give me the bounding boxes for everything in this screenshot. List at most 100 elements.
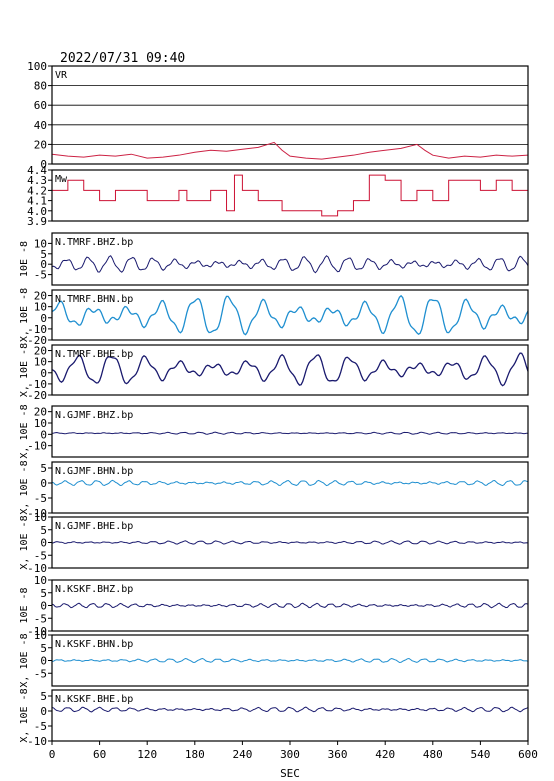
y-tick-label: 20 [34,406,47,419]
x-tick-label: 0 [49,748,56,761]
y-tick-label: 4.4 [27,164,47,177]
y-tick-label: 0 [40,705,47,718]
panel-frame [51,169,529,222]
panel-label: N.GJMF.BHN.bp [55,466,133,477]
y-axis-label: X, 10E -8 [19,633,30,687]
y-tick-label: -20 [27,389,47,402]
y-tick-label: 0 [40,655,47,668]
x-tick-label: 360 [328,748,348,761]
y-tick-label: 5 [40,642,47,655]
panel-frame [51,461,529,514]
panel-label: N.TMRF.BHN.bp [55,294,133,305]
y-tick-label: -5 [34,667,47,680]
x-tick-label: 120 [137,748,157,761]
y-tick-label: 0 [40,258,47,271]
panel-frame [51,344,529,396]
y-tick-label: 4.2 [27,184,47,197]
panel-frame [51,232,529,286]
panel-label: N.KSKF.BHZ.bp [55,584,133,595]
y-tick-label: -10 [27,440,47,453]
x-tick-label: 60 [93,748,106,761]
panel-1: 3.94.04.14.24.34.4 Mw [27,164,529,228]
x-tick-label: 420 [375,748,395,761]
panel-frame [51,65,529,165]
y-tick-label: -5 [34,549,47,562]
y-tick-label: 5 [40,248,47,261]
y-axis-label: X, 10E -8 [19,404,30,458]
x-tick-label: 480 [423,748,443,761]
y-tick-label: 0 [40,477,47,490]
y-tick-label: 0 [40,428,47,441]
y-tick-label: 10 [34,237,47,250]
series-line [51,540,529,545]
y-tick-label: -10 [27,378,47,391]
y-axis-label: X, 10E -8 [19,288,30,342]
y-tick-label: 10 [34,629,47,642]
y-tick-label: 4.3 [27,174,47,187]
y-tick-label: -10 [27,625,47,638]
y-tick-label: -10 [27,507,47,520]
x-tick-label: 540 [470,748,490,761]
y-tick-label: -10 [27,562,47,575]
panel-label: N.TMRF.BHE.bp [55,349,133,360]
x-axis: 0 60 120 180 240 300 360 420 480 540 600 [49,741,538,761]
y-tick-label: 0 [40,537,47,550]
y-tick-label: -10 [27,323,47,336]
y-tick-label: 20 [34,345,47,358]
series-line [51,479,529,487]
series-line [51,352,529,387]
y-tick-label: 10 [34,417,47,430]
x-tick-label: 180 [185,748,205,761]
y-tick-label: 5 [40,524,47,537]
series-line [51,706,529,713]
panel-label: N.GJMF.BHE.bp [55,521,133,532]
series-line [51,294,529,336]
y-tick-label: 10 [34,356,47,369]
y-tick-label: 20 [34,290,47,303]
series-line [52,174,529,217]
series-line [51,141,529,160]
header-datetime: 2022/07/31 09:40 [60,51,185,66]
y-tick-label: 3.9 [27,215,47,228]
y-tick-label: 5 [40,462,47,475]
panel-6: -10 -5 0 5 N.GJMF.BHN.bp X, 10E -8 [19,460,529,520]
panel-frame [51,289,529,341]
panels: 020406080100VR3.94.04.14.24.34.4Mw-50510… [19,60,529,748]
x-tick-label: 300 [280,748,300,761]
y-axis-label: 10E -8 [19,587,30,623]
panel-label: VR [55,70,68,81]
y-tick-label: -5 [34,492,47,505]
y-tick-label: -5 [34,612,47,625]
y-tick-label: 5 [40,587,47,600]
panel-label: N.GJMF.BHZ.bp [55,410,133,421]
y-tick-label: 0 [40,367,47,380]
y-tick-label: 5 [40,690,47,703]
panel-label: N.TMRF.BHZ.bp [55,237,133,248]
panel-0: 0 20 40 60 80 100 VR [27,60,529,171]
panel-label: Mw [55,174,68,185]
y-axis-label: X, 10E -8 [19,343,30,397]
y-tick-label: -10 [27,735,47,748]
y-axis-label: X, 10E -8 [19,688,30,742]
x-axis-label: SEC [280,767,300,780]
y-axis-label: 10E -8 [19,241,30,277]
series-line [51,431,528,435]
y-tick-label: 0 [40,312,47,325]
y-tick-label: 80 [34,80,47,93]
y-tick-label: -5 [34,269,47,282]
series-line [51,602,529,609]
panel-frame [51,405,529,458]
y-tick-label: 4.0 [27,205,47,218]
y-tick-label: 60 [34,99,47,112]
series-line [51,657,529,664]
y-axis-label: X, 10E -8 [19,515,30,569]
panel-label: N.KSKF.BHE.bp [55,694,133,705]
panel-10: -10 -5 0 5 N.KSKF.BHE.bp X, 10E -8 [19,688,529,748]
